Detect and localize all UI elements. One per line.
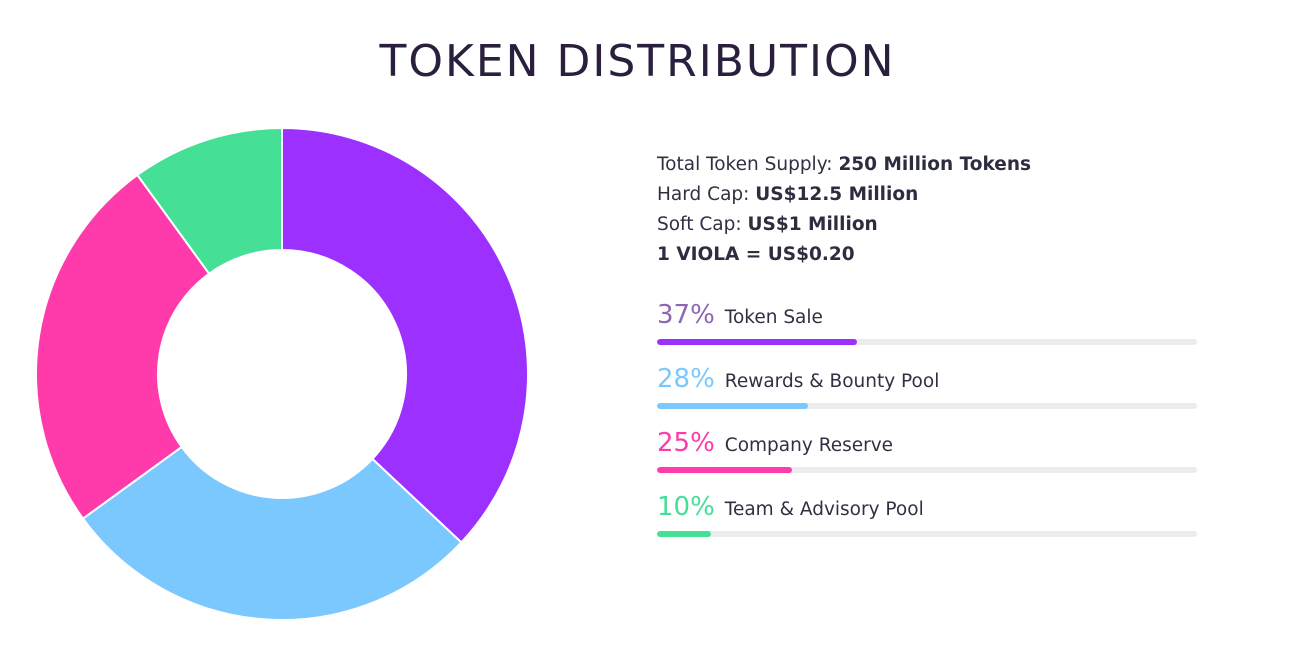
allocation-label: Team & Advisory Pool [724,499,924,520]
donut-chart [34,126,530,622]
allocation-progress-track [657,339,1197,345]
allocation-progress-track [657,467,1197,473]
donut-slice-token-sale [281,126,529,544]
soft-cap-line: Soft Cap: US$1 Million [657,210,1197,240]
allocation-label: Company Reserve [724,435,894,456]
hard-cap-line: Hard Cap: US$12.5 Million [657,180,1197,210]
token-rate-line: 1 VIOLA = US$0.20 [657,240,1197,270]
allocation-progress-fill [657,531,711,537]
soft-cap-label: Soft Cap: [657,214,742,235]
allocation-rewards-bounty-pool: 28% Rewards & Bounty Pool [657,364,1197,428]
allocation-progress-fill [657,403,809,409]
soft-cap-value: US$1 Million [747,214,878,235]
allocation-token-sale: 37% Token Sale [657,300,1197,364]
allocation-progress-fill [657,467,792,473]
allocation-progress-fill [657,339,857,345]
allocation-percent: 37% [657,300,715,330]
total-supply-value: 250 Million Tokens [838,154,1031,175]
allocation-percent: 10% [657,492,715,522]
donut-slice-team-advisory-pool [136,126,283,276]
allocation-percent: 28% [657,364,715,394]
allocation-percent: 25% [657,428,715,458]
token-rate-value: 1 VIOLA = US$0.20 [657,244,855,265]
allocation-list: 37% Token Sale 28% Rewards & Bounty Pool… [657,300,1197,556]
allocation-team-advisory-pool: 10% Team & Advisory Pool [657,492,1197,556]
allocation-label: Token Sale [724,307,823,328]
allocation-label: Rewards & Bounty Pool [724,371,940,392]
page-title: TOKEN DISTRIBUTION [379,36,896,87]
donut-slice-company-reserve [35,173,211,520]
token-info-panel: Total Token Supply: 250 Million Tokens H… [657,150,1197,556]
total-supply-line: Total Token Supply: 250 Million Tokens [657,150,1197,180]
allocation-company-reserve: 25% Company Reserve [657,428,1197,492]
donut-slice-rewards-bounty-pool [81,445,463,621]
total-supply-label: Total Token Supply: [657,154,833,175]
allocation-progress-track [657,403,1197,409]
hard-cap-label: Hard Cap: [657,184,750,205]
allocation-progress-track [657,531,1197,537]
donut-chart-svg [35,126,529,621]
hard-cap-value: US$12.5 Million [755,184,919,205]
